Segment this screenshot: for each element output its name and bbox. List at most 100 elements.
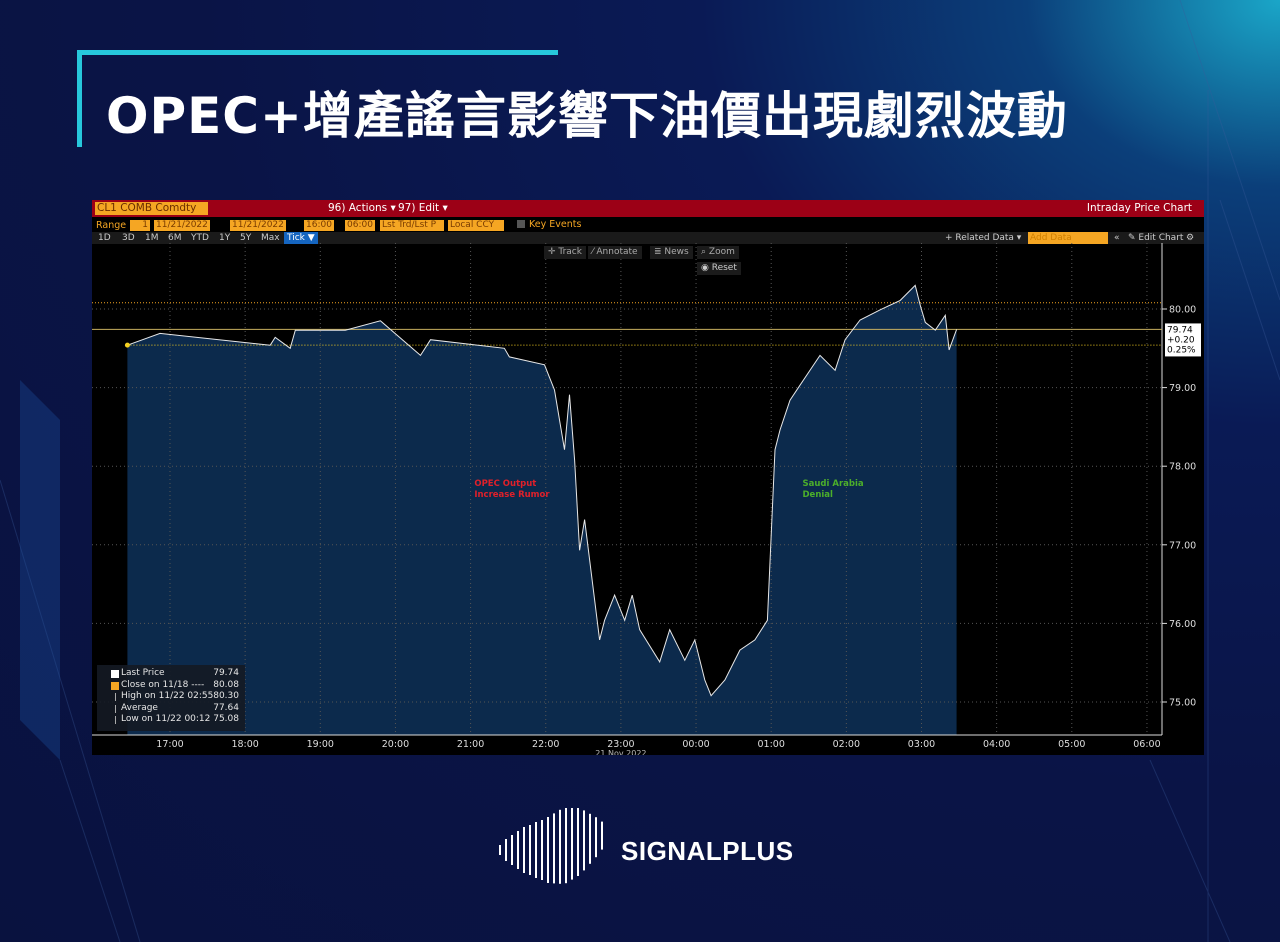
x-tick-label: 00:00 xyxy=(682,739,709,750)
chart-annotation: Denial xyxy=(803,490,834,500)
legend-label: Average xyxy=(121,702,158,713)
key-events-checkbox[interactable] xyxy=(517,220,525,228)
price-type-field[interactable]: Lst Trd/Lst P xyxy=(380,220,444,231)
last-price-value: 79.74 xyxy=(1167,325,1193,335)
y-tick-label: 80.00 xyxy=(1169,305,1196,316)
time-to-field[interactable]: 06:00 xyxy=(345,220,375,231)
legend-label: Last Price xyxy=(121,668,165,678)
price-area-fill xyxy=(127,285,957,735)
x-tick-label: 20:00 xyxy=(382,739,409,750)
legend-item: Close on 11/18 ---- 80.08 xyxy=(101,680,245,692)
bloomberg-chart-panel: CL1 COMB Comdty 96) Actions ▾ 97) Edit ▾… xyxy=(92,200,1204,755)
period-bar: 1D 3D 1M 6M YTD 1Y 5Y Max Tick ▼ + Relat… xyxy=(92,232,1204,244)
x-tick-label: 23:00 xyxy=(607,739,634,750)
chart-name: Intraday Price Chart xyxy=(1086,202,1192,214)
price-line xyxy=(127,284,958,697)
ticker-field[interactable]: CL1 COMB Comdty xyxy=(95,202,208,215)
y-tick-label: 76.00 xyxy=(1169,619,1196,630)
chart-annotation: Saudi Arabia xyxy=(803,479,864,489)
key-events-label: Key Events xyxy=(529,219,582,230)
related-data-button[interactable]: + Related Data ▾ xyxy=(945,233,1022,243)
legend-swatch xyxy=(115,704,116,713)
period-1y[interactable]: 1Y xyxy=(219,233,231,243)
legend-label: Low on 11/22 00:12 xyxy=(121,714,211,724)
page-title: OPEC+增產謠言影響下油價出現劇烈波動 xyxy=(106,87,1068,145)
price-chart: 17:00 18:00 19:00 20:00 21:00 22:00 23:00 00:00… xyxy=(92,243,1201,755)
period-max[interactable]: Max xyxy=(261,233,280,243)
last-price-box xyxy=(1165,323,1201,357)
news-icon: ≣ xyxy=(654,247,665,257)
time-from-field[interactable]: 16:00 xyxy=(304,220,334,231)
magnifier-icon: ⌕ xyxy=(701,247,709,257)
track-label: Track xyxy=(558,247,582,257)
start-marker xyxy=(124,342,130,348)
period-tick[interactable]: Tick ▼ xyxy=(284,232,318,244)
range-value-field[interactable]: 1 xyxy=(130,220,150,231)
date-from-field[interactable]: 11/21/2022 xyxy=(154,220,210,231)
chart-annotation: OPEC Output xyxy=(474,479,536,489)
legend-value: 80.08 xyxy=(213,679,239,690)
reset-icon: ◉ xyxy=(701,263,712,273)
news-button[interactable]: ≣ News xyxy=(650,246,693,259)
y-tick-label: 75.00 xyxy=(1169,698,1196,709)
collapse-icon[interactable]: « xyxy=(1114,233,1120,243)
title-bar: CL1 COMB Comdty 96) Actions ▾ 97) Edit ▾… xyxy=(92,200,1204,217)
reset-button[interactable]: ◉ Reset xyxy=(697,262,741,275)
period-5y[interactable]: 5Y xyxy=(240,233,252,243)
x-tick-label: 22:00 xyxy=(532,739,559,750)
chart-annotation: Increase Rumor xyxy=(474,490,550,500)
legend-value: 75.08 xyxy=(213,714,239,724)
legend-item: Last Price 79.74 xyxy=(101,668,245,680)
signalplus-logo-icon xyxy=(499,808,603,884)
annotate-button[interactable]: ⁄ Annotate xyxy=(588,246,642,259)
y-tick-label: 79.00 xyxy=(1169,383,1196,394)
period-3d[interactable]: 3D xyxy=(122,233,135,243)
chart-legend: Last Price 79.74 Close on 11/18 ---- 80.08 H… xyxy=(97,665,245,731)
x-tick-label: 06:00 xyxy=(1133,739,1160,750)
news-label: News xyxy=(664,247,689,257)
crosshair-icon: ✛ xyxy=(548,247,559,257)
x-tick-label: 05:00 xyxy=(1058,739,1085,750)
legend-value: 79.74 xyxy=(213,668,239,678)
legend-item: Low on 11/22 00:12 75.08 xyxy=(101,714,245,726)
range-bar: Range 1 11/21/2022 11/21/2022 16:00 06:0… xyxy=(92,218,1204,232)
legend-value: 77.64 xyxy=(213,702,239,713)
brand-name: SIGNALPLUS xyxy=(621,836,794,866)
zoom-button[interactable]: ⌕ Zoom xyxy=(697,246,739,259)
pencil-icon: ⁄ xyxy=(592,247,597,257)
x-tick-label: 04:00 xyxy=(983,739,1010,750)
x-tick-label: 21:00 xyxy=(457,739,484,750)
x-tick-label: 02:00 xyxy=(833,739,860,750)
zoom-label: Zoom xyxy=(708,247,735,257)
x-tick-label: 18:00 xyxy=(231,739,258,750)
legend-swatch xyxy=(115,693,116,701)
gear-icon[interactable]: ⚙ xyxy=(1186,233,1195,243)
x-tick-label: 01:00 xyxy=(758,739,785,750)
legend-label: Close on 11/18 ---- xyxy=(121,679,205,690)
title-frame-top xyxy=(77,50,558,55)
track-button[interactable]: ✛ Track xyxy=(544,246,586,259)
x-tick-label: 19:00 xyxy=(307,739,334,750)
legend-swatch xyxy=(115,716,116,724)
period-ytd[interactable]: YTD xyxy=(191,233,209,243)
legend-item: Average 77.64 xyxy=(101,703,245,715)
period-6m[interactable]: 6M xyxy=(168,233,182,243)
add-data-field[interactable]: Add Data xyxy=(1028,232,1108,244)
reset-label: Reset xyxy=(711,263,737,273)
range-label: Range xyxy=(96,220,127,231)
title-frame-left xyxy=(77,50,82,147)
legend-value: 80.30 xyxy=(213,691,239,701)
annotate-label: Annotate xyxy=(596,247,638,257)
currency-select[interactable]: Local CCY xyxy=(448,220,504,231)
legend-item: High on 11/22 02:55 80.30 xyxy=(101,691,245,703)
legend-label: High on 11/22 02:55 xyxy=(121,691,214,701)
legend-swatch xyxy=(111,681,119,690)
date-to-field[interactable]: 11/21/2022 xyxy=(230,220,286,231)
legend-swatch xyxy=(111,670,119,678)
actions-menu[interactable]: 96) Actions ▾ xyxy=(328,202,396,214)
period-1m[interactable]: 1M xyxy=(145,233,159,243)
period-1d[interactable]: 1D xyxy=(98,233,111,243)
edit-menu[interactable]: 97) Edit ▾ xyxy=(398,202,448,214)
edit-chart-button[interactable]: ✎ Edit Chart xyxy=(1128,233,1184,243)
